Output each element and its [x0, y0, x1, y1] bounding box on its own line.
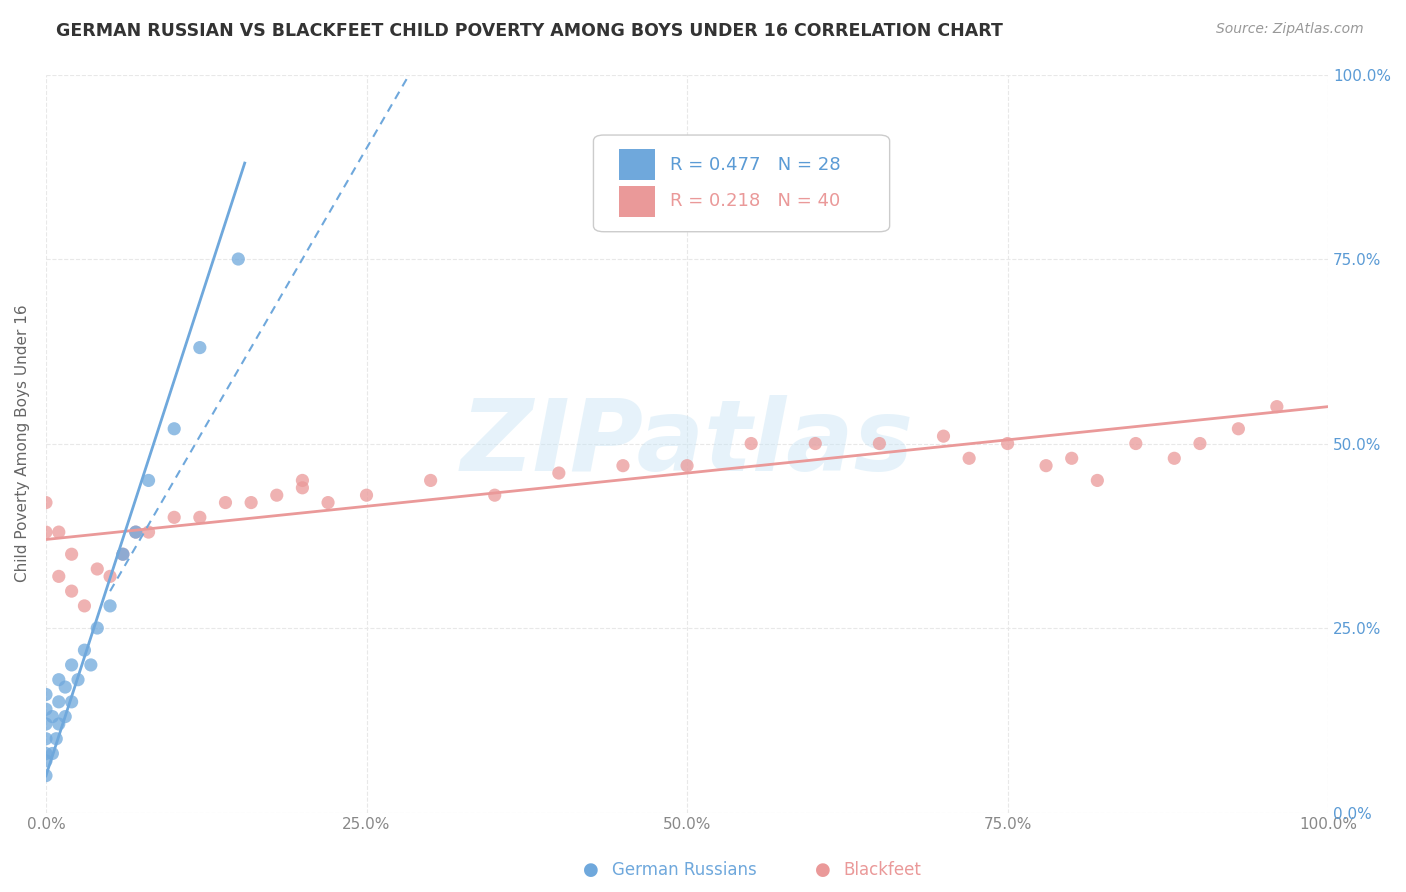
Point [419, 474, 441, 488]
Point [60, 657, 83, 672]
Point [316, 495, 339, 509]
Point [356, 488, 378, 502]
Point [612, 458, 634, 473]
FancyBboxPatch shape [619, 149, 655, 180]
Text: German Russians: German Russians [612, 861, 756, 879]
Text: Blackfeet: Blackfeet [844, 861, 921, 879]
Point [35, 731, 58, 746]
Point [98, 569, 121, 583]
Point [1125, 436, 1147, 450]
Point [111, 547, 134, 561]
Point [957, 451, 980, 466]
Point [868, 436, 890, 450]
Point [41, 709, 63, 723]
Text: GERMAN RUSSIAN VS BLACKFEET CHILD POVERTY AMONG BOYS UNDER 16 CORRELATION CHART: GERMAN RUSSIAN VS BLACKFEET CHILD POVERT… [56, 22, 1002, 40]
Point [98, 599, 121, 613]
Point [35, 754, 58, 768]
Point [48, 673, 70, 687]
Point [125, 525, 148, 540]
Text: ●: ● [582, 861, 599, 879]
Point [214, 495, 236, 509]
Point [48, 717, 70, 731]
Point [60, 547, 83, 561]
Text: R = 0.477   N = 28: R = 0.477 N = 28 [671, 155, 841, 174]
Point [86, 562, 108, 576]
Point [188, 341, 211, 355]
Text: Source: ZipAtlas.com: Source: ZipAtlas.com [1216, 22, 1364, 37]
Point [484, 488, 506, 502]
Point [35, 769, 58, 783]
Point [1188, 436, 1211, 450]
Point [41, 747, 63, 761]
Point [48, 695, 70, 709]
Point [676, 458, 699, 473]
Point [35, 525, 58, 540]
Text: R = 0.218   N = 40: R = 0.218 N = 40 [671, 193, 841, 211]
Point [35, 717, 58, 731]
Point [1163, 451, 1185, 466]
Point [35, 747, 58, 761]
Point [240, 495, 263, 509]
Point [547, 466, 569, 480]
Point [111, 547, 134, 561]
Point [80, 657, 103, 672]
Point [86, 621, 108, 635]
Point [45, 731, 67, 746]
Point [53, 680, 76, 694]
Point [1265, 400, 1288, 414]
Y-axis label: Child Poverty Among Boys Under 16: Child Poverty Among Boys Under 16 [15, 305, 30, 582]
Point [60, 584, 83, 599]
Text: ●: ● [814, 861, 831, 879]
Point [73, 599, 96, 613]
Point [226, 252, 249, 266]
Point [740, 436, 762, 450]
Point [1085, 474, 1108, 488]
Point [188, 510, 211, 524]
Point [163, 510, 186, 524]
Point [53, 709, 76, 723]
Point [138, 474, 160, 488]
Point [1060, 451, 1083, 466]
Text: ZIPatlas: ZIPatlas [461, 395, 914, 492]
Point [163, 422, 186, 436]
Point [48, 525, 70, 540]
FancyBboxPatch shape [619, 186, 655, 217]
Point [266, 488, 288, 502]
Point [291, 474, 314, 488]
FancyBboxPatch shape [593, 135, 890, 232]
Point [138, 525, 160, 540]
Point [48, 569, 70, 583]
Point [932, 429, 955, 443]
Point [35, 495, 58, 509]
Point [291, 481, 314, 495]
Point [125, 525, 148, 540]
Point [73, 643, 96, 657]
Point [35, 688, 58, 702]
Point [1035, 458, 1057, 473]
Point [35, 702, 58, 716]
Point [997, 436, 1019, 450]
Point [1227, 422, 1250, 436]
Point [66, 673, 89, 687]
Point [804, 436, 827, 450]
Point [60, 695, 83, 709]
